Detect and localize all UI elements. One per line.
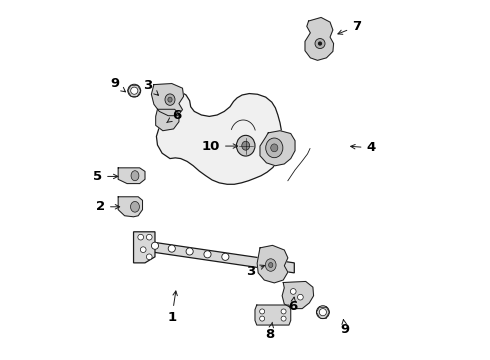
Circle shape [204, 251, 211, 258]
Ellipse shape [266, 259, 276, 271]
Polygon shape [305, 18, 334, 60]
Circle shape [140, 247, 146, 252]
Circle shape [138, 234, 144, 240]
Circle shape [186, 248, 193, 255]
Circle shape [319, 309, 326, 316]
Text: 6: 6 [288, 297, 297, 313]
Ellipse shape [266, 138, 283, 158]
Circle shape [168, 245, 175, 252]
Circle shape [147, 234, 152, 240]
Text: 3: 3 [143, 79, 158, 95]
Ellipse shape [165, 94, 175, 105]
Polygon shape [118, 197, 143, 217]
Ellipse shape [242, 141, 249, 150]
Circle shape [128, 84, 141, 97]
Polygon shape [257, 246, 288, 283]
Text: 10: 10 [201, 140, 238, 153]
Ellipse shape [168, 97, 172, 102]
Text: 5: 5 [93, 170, 118, 183]
Circle shape [151, 242, 159, 249]
Ellipse shape [131, 171, 139, 181]
Polygon shape [118, 168, 145, 184]
Polygon shape [156, 91, 283, 184]
Circle shape [260, 316, 265, 321]
Circle shape [260, 309, 265, 314]
Text: 4: 4 [351, 141, 376, 154]
Circle shape [147, 254, 152, 260]
Polygon shape [151, 84, 184, 116]
Polygon shape [156, 109, 179, 131]
Circle shape [281, 309, 286, 314]
Polygon shape [260, 131, 295, 166]
Text: 3: 3 [246, 265, 265, 278]
Ellipse shape [237, 135, 255, 156]
Ellipse shape [130, 202, 140, 212]
Polygon shape [134, 232, 155, 263]
Circle shape [222, 253, 229, 260]
Ellipse shape [269, 262, 273, 267]
Circle shape [315, 39, 325, 49]
Text: 8: 8 [266, 322, 274, 341]
Text: 9: 9 [341, 320, 349, 336]
Circle shape [291, 289, 296, 294]
Circle shape [131, 87, 138, 94]
Text: 1: 1 [167, 291, 177, 324]
Circle shape [281, 316, 286, 321]
Circle shape [318, 41, 322, 46]
Polygon shape [143, 241, 294, 273]
Text: 6: 6 [167, 109, 181, 123]
Text: 9: 9 [110, 77, 125, 92]
Polygon shape [282, 282, 314, 309]
Polygon shape [255, 305, 291, 325]
Ellipse shape [270, 144, 278, 152]
Text: 7: 7 [338, 20, 361, 34]
Circle shape [297, 294, 303, 300]
Text: 2: 2 [96, 200, 120, 213]
Circle shape [317, 306, 329, 319]
